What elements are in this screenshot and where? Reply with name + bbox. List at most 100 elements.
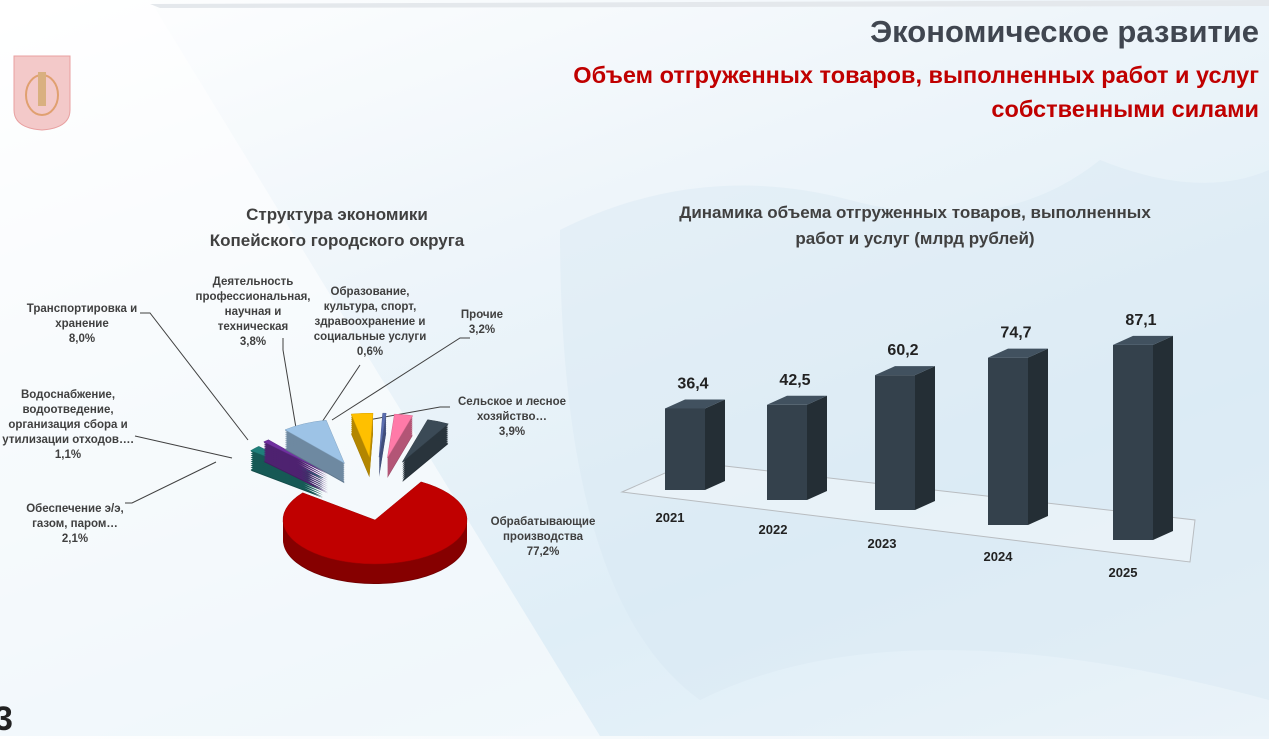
pie-category: Образование, культура, спорт, здравоохра… <box>313 286 427 343</box>
pie-slice-side <box>379 433 387 478</box>
pie-slice <box>350 412 374 478</box>
pie-category: Водоснабжение, водоотведение, организаци… <box>2 389 134 446</box>
x-tick-label: 2023 <box>868 536 897 551</box>
bar-top <box>665 399 725 409</box>
slide-subtitle: Объем отгруженных товаров, выполненных р… <box>573 62 1259 122</box>
pie-label: Обрабатывающие производства 77,2% <box>488 515 598 560</box>
pie-category: Прочие <box>460 309 504 321</box>
bar-title: Динамика объема отгруженных товаров, вып… <box>679 203 1151 248</box>
pie-slice-side <box>263 456 328 491</box>
bar-side <box>915 366 935 510</box>
pie-slice-top <box>350 412 374 458</box>
pie-slice <box>402 419 449 482</box>
pie-category: Деятельность профессиональная, научная и… <box>195 276 311 333</box>
bar-side <box>705 399 725 490</box>
emblem <box>13 55 71 131</box>
bar-top <box>1113 335 1173 345</box>
pie-label: Образование, культура, спорт, здравоохра… <box>303 285 438 360</box>
pie-slice <box>284 419 345 484</box>
pie-title: Структура экономики Копейского городског… <box>209 205 465 250</box>
pie-label: Деятельность профессиональная, научная и… <box>191 275 316 350</box>
leader-line <box>125 461 217 504</box>
pie-value-label: 8,0% <box>68 333 96 345</box>
pie-slice-side <box>263 452 328 487</box>
pie-value-label: 3,2% <box>468 324 496 336</box>
pie-value-label: 3,8% <box>239 336 267 348</box>
pie-slice-top <box>284 419 345 464</box>
pie-label: Сельское и лесное хозяйство… 3,9% <box>452 395 572 440</box>
leader-line <box>367 406 450 421</box>
pie-slice-side <box>379 432 387 477</box>
pie-slice-top <box>387 413 414 459</box>
bar-side <box>1028 348 1048 525</box>
pie-slice <box>282 481 468 584</box>
pie-label: Прочие 3,2% <box>442 308 522 338</box>
bar-value-label: 60,2 <box>887 342 918 359</box>
leader-line <box>140 312 249 441</box>
pie-category: Обрабатывающие производства <box>490 516 596 543</box>
bar-side <box>807 395 827 500</box>
x-tick-label: 2021 <box>656 510 685 525</box>
pie-slice-side <box>263 446 328 481</box>
pie-value-label: 77,2% <box>526 546 560 558</box>
pie-slice-side <box>402 438 449 481</box>
slide-title: Экономическое развитие <box>870 14 1259 49</box>
pie-slice <box>387 413 414 478</box>
pie-slice <box>378 412 387 478</box>
bar <box>767 395 827 500</box>
pie-value-label: 3,9% <box>498 426 526 438</box>
bar-front <box>665 408 705 490</box>
pie-slice-side <box>250 465 323 497</box>
pie-slice-top <box>402 419 449 463</box>
bar-front <box>875 375 915 510</box>
pie-slice-side <box>263 458 328 493</box>
pie-label: Обеспечение э/э, газом, паром… 2,1% <box>13 502 138 547</box>
pie-slice-side <box>263 454 328 489</box>
bar-front <box>988 357 1028 525</box>
pie-value-label: 0,6% <box>356 346 384 358</box>
leader-line <box>331 337 470 421</box>
bar <box>988 348 1048 525</box>
x-tick-label: 2022 <box>759 522 788 537</box>
pie-slice <box>263 439 329 494</box>
pie-category: Транспортировка и хранение <box>26 303 138 330</box>
bar <box>665 399 725 490</box>
page-number: 3 <box>0 700 13 738</box>
pie-slice-side <box>263 442 328 477</box>
pie-category: Обеспечение э/э, газом, паром… <box>26 503 124 530</box>
leader-lines <box>125 312 470 504</box>
bar-front <box>767 404 807 500</box>
bar-value-label: 74,7 <box>1000 325 1031 342</box>
pie-slice-side <box>263 450 328 485</box>
bar <box>1113 335 1173 540</box>
x-tick-label: 2024 <box>984 549 1014 564</box>
x-tick-label: 2025 <box>1109 565 1138 580</box>
pie-label: Водоснабжение, водоотведение, организаци… <box>0 388 138 463</box>
emblem-figure <box>38 72 46 106</box>
leader-line <box>317 364 361 429</box>
leader-line <box>134 435 233 459</box>
pie-value-label: 2,1% <box>61 533 89 545</box>
bar-value-label: 42,5 <box>779 372 810 389</box>
pie-slice-side <box>263 448 328 483</box>
bar-top <box>988 348 1048 358</box>
pie-label: Транспортировка и хранение 8,0% <box>17 302 147 347</box>
pie-slice-side <box>263 444 328 479</box>
bar-value-label: 87,1 <box>1125 312 1156 329</box>
bar-front <box>1113 344 1153 540</box>
bar-value-label: 36,4 <box>677 375 708 392</box>
pie-slice-top <box>378 412 387 458</box>
bar-side <box>1153 335 1173 540</box>
leader-line <box>282 338 297 429</box>
pie-slice-top <box>263 439 329 474</box>
top-stripe <box>150 0 1269 8</box>
bar-top <box>875 366 935 376</box>
bar-top <box>767 395 827 405</box>
pie-category: Сельское и лесное хозяйство… <box>457 396 567 423</box>
pie-value-label: 1,1% <box>54 449 82 461</box>
pie-slice-top <box>282 481 468 565</box>
bar <box>875 366 935 510</box>
